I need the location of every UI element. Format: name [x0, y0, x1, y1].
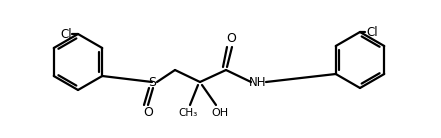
Text: CH₃: CH₃ — [178, 108, 198, 118]
Text: Cl: Cl — [366, 26, 378, 39]
Text: NH: NH — [249, 76, 267, 90]
Text: O: O — [143, 105, 153, 119]
Text: Cl: Cl — [60, 27, 72, 40]
Text: OH: OH — [211, 108, 228, 118]
Text: O: O — [226, 33, 236, 46]
Text: S: S — [148, 75, 156, 88]
